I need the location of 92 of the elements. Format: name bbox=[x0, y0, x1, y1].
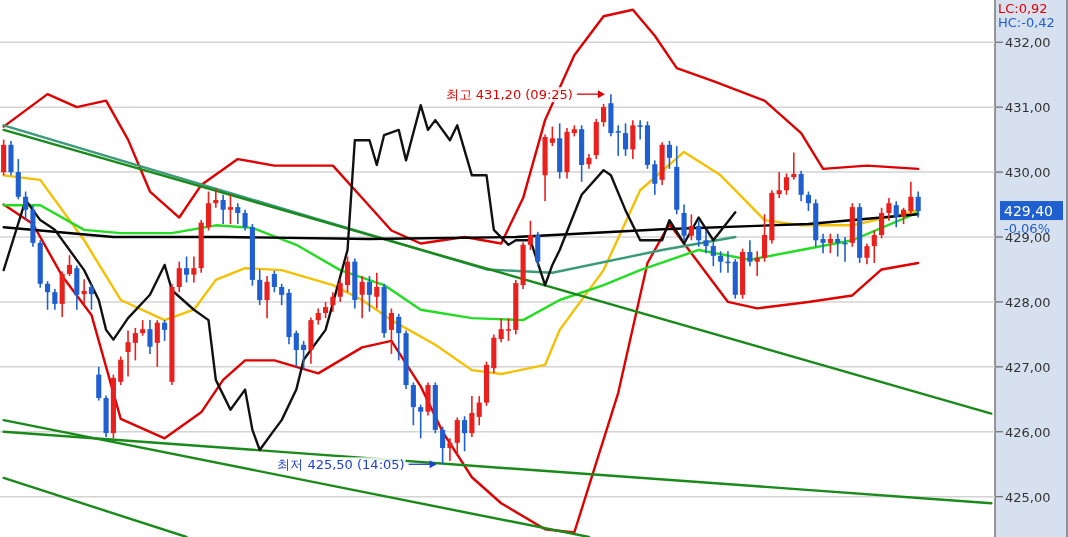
candlestick bbox=[162, 319, 168, 342]
line-series bbox=[2, 8, 920, 245]
y-tick-label: 432,00 bbox=[1005, 35, 1051, 51]
line-series bbox=[2, 124, 737, 274]
candlestick bbox=[710, 241, 716, 268]
y-tick-label: 425,00 bbox=[1005, 489, 1051, 505]
candlestick bbox=[805, 190, 811, 212]
y-tick-label: 427,00 bbox=[1005, 359, 1051, 375]
candlestick bbox=[242, 208, 248, 232]
candlestick bbox=[637, 119, 643, 141]
candlestick bbox=[871, 229, 877, 264]
candlestick bbox=[469, 395, 475, 438]
candlestick bbox=[147, 319, 153, 355]
candlestick bbox=[703, 229, 709, 255]
candlestick bbox=[293, 329, 299, 368]
candlestick bbox=[718, 250, 724, 274]
annotation: 최저 425,50 (14:05) bbox=[277, 457, 405, 473]
candlestick bbox=[820, 232, 826, 255]
candlestick bbox=[264, 275, 270, 319]
candlestick bbox=[154, 319, 160, 368]
candlestick bbox=[681, 203, 687, 242]
candlestick bbox=[44, 280, 51, 311]
text: 429,40 bbox=[1004, 203, 1053, 220]
candlestick bbox=[761, 213, 768, 263]
candlestick bbox=[125, 329, 131, 378]
y-tick-label: 428,00 bbox=[1005, 294, 1051, 310]
candlestick bbox=[498, 317, 504, 343]
candlestick bbox=[527, 219, 533, 251]
candlestick bbox=[23, 190, 29, 221]
candlestick bbox=[915, 190, 921, 219]
candlestick bbox=[410, 381, 416, 427]
candlestick bbox=[96, 366, 102, 402]
annotation: 최고 431,20 (09:25) bbox=[445, 87, 573, 103]
candlestick bbox=[337, 278, 343, 303]
candlestick bbox=[601, 103, 607, 128]
candlestick bbox=[447, 437, 453, 462]
candlestick bbox=[462, 415, 468, 453]
candlestick bbox=[235, 202, 241, 225]
candlestick bbox=[688, 213, 694, 242]
candlestick bbox=[418, 403, 424, 440]
candlestick bbox=[879, 206, 885, 240]
candlestick bbox=[176, 260, 182, 293]
candlestick bbox=[908, 181, 914, 216]
candlestick bbox=[549, 125, 555, 147]
candlestick bbox=[344, 255, 351, 293]
candlestick bbox=[301, 340, 307, 371]
candlestick bbox=[388, 307, 394, 355]
line-series bbox=[2, 213, 920, 241]
candlestick bbox=[366, 275, 373, 313]
candlestick bbox=[184, 255, 190, 284]
candlestick bbox=[227, 194, 234, 225]
candlestick bbox=[88, 282, 95, 311]
line-series bbox=[2, 103, 737, 452]
candlestick bbox=[754, 250, 760, 277]
candlestick bbox=[798, 169, 804, 203]
candlestick bbox=[886, 197, 892, 222]
candlestick bbox=[257, 268, 263, 306]
candlestick bbox=[747, 239, 753, 268]
candlestick bbox=[827, 232, 833, 255]
candlestick bbox=[696, 219, 702, 248]
candlestick bbox=[666, 140, 672, 170]
candlestick bbox=[374, 271, 380, 310]
candlestick bbox=[476, 395, 482, 427]
candlestick bbox=[271, 269, 277, 293]
candlestick bbox=[118, 355, 124, 386]
candlestick bbox=[652, 159, 658, 196]
candlestick bbox=[191, 255, 197, 284]
candlestick bbox=[359, 275, 365, 319]
candlestick bbox=[893, 200, 899, 229]
y-tick-label: 431,00 bbox=[1005, 100, 1051, 116]
candlestick bbox=[783, 172, 790, 196]
candlestick bbox=[330, 291, 336, 313]
candlestick bbox=[864, 242, 870, 266]
candlestick bbox=[279, 282, 285, 306]
candlestick bbox=[454, 416, 460, 456]
y-tick-label: 430,00 bbox=[1005, 165, 1051, 181]
line-series bbox=[2, 150, 920, 376]
text: HC:-0,42 bbox=[998, 15, 1055, 30]
candlestick bbox=[622, 122, 629, 157]
candlestick bbox=[505, 317, 512, 342]
candlestick bbox=[835, 232, 841, 258]
text: LC:0,92 bbox=[998, 1, 1048, 16]
candlestick bbox=[52, 288, 58, 311]
candlestick bbox=[132, 327, 138, 362]
candlestick bbox=[440, 425, 446, 466]
y-tick-label: 426,00 bbox=[1005, 424, 1051, 440]
candlestick bbox=[396, 312, 402, 362]
candlestick bbox=[615, 124, 621, 157]
candlestick bbox=[66, 254, 73, 277]
candlestick bbox=[220, 194, 226, 225]
line-series bbox=[2, 203, 920, 534]
candlestick bbox=[776, 171, 782, 199]
